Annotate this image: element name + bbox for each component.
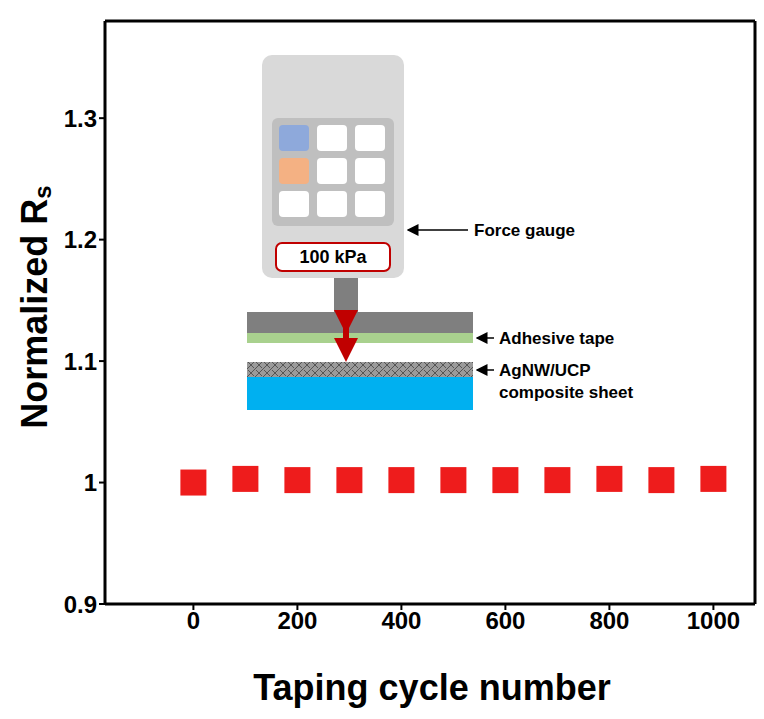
svg-text:1000: 1000 [687,607,740,634]
svg-text:Adhesive tape: Adhesive tape [499,329,614,348]
svg-text:400: 400 [381,607,421,634]
svg-text:0.9: 0.9 [64,591,97,618]
svg-text:composite sheet: composite sheet [499,383,633,402]
svg-text:200: 200 [277,607,317,634]
svg-text:AgNW/UCP: AgNW/UCP [499,361,591,380]
svg-text:600: 600 [485,607,525,634]
svg-text:Taping cycle number: Taping cycle number [253,667,610,708]
svg-text:1.3: 1.3 [64,105,97,132]
svg-text:1: 1 [84,469,97,496]
svg-text:1.1: 1.1 [64,348,97,375]
svg-text:1.2: 1.2 [64,226,97,253]
svg-text:0: 0 [187,607,200,634]
svg-text:Force gauge: Force gauge [474,221,575,240]
svg-text:100 kPa: 100 kPa [299,247,367,267]
svg-text:Normalized Rs: Normalized Rs [14,185,56,428]
svg-text:800: 800 [589,607,629,634]
